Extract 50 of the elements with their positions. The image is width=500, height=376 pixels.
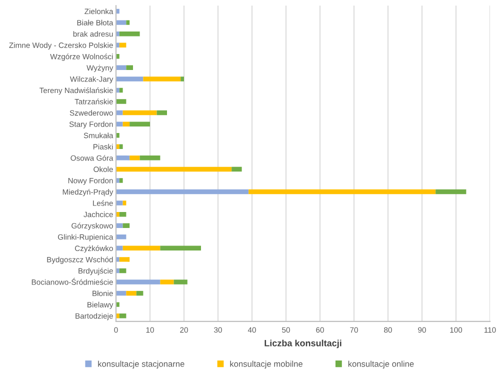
- bar: [119, 144, 123, 150]
- bar: [119, 257, 130, 262]
- bar: [119, 42, 126, 48]
- bar: [119, 31, 140, 36]
- bar: [116, 54, 120, 59]
- bar: [126, 20, 130, 25]
- bar: [248, 189, 436, 194]
- bar: [140, 156, 160, 160]
- bar: [122, 110, 157, 116]
- bar: [116, 200, 123, 206]
- bar: [143, 76, 181, 82]
- bar: [119, 268, 126, 274]
- bar: [116, 223, 123, 228]
- bar: [160, 280, 174, 284]
- bar: [116, 110, 123, 116]
- bar: [116, 302, 120, 307]
- bar: [180, 76, 184, 82]
- bar: [116, 257, 120, 262]
- bar: [130, 156, 140, 160]
- bar: [119, 178, 123, 183]
- bar: [116, 99, 126, 104]
- bar: [116, 76, 144, 82]
- legend-label: konsultacje online: [348, 360, 414, 368]
- x-axis-title: Liczba konsultacji: [264, 340, 342, 348]
- bar: [156, 110, 167, 116]
- bar: [116, 20, 126, 25]
- legend-label: konsultacje stacjonarne: [98, 360, 184, 368]
- bar: [130, 122, 150, 126]
- bar: [174, 280, 188, 284]
- bar: [116, 178, 120, 183]
- bar: [232, 166, 242, 172]
- bar: [122, 223, 130, 228]
- bar: [116, 166, 232, 172]
- bar: [116, 156, 130, 160]
- bar: [122, 200, 126, 206]
- bar: [116, 280, 160, 284]
- legend-label: konsultacje mobilne: [230, 360, 302, 368]
- bar: [160, 246, 201, 251]
- bar: [119, 88, 123, 93]
- bar: [119, 313, 126, 318]
- bar: [126, 65, 133, 70]
- bar: [116, 189, 249, 194]
- bar: [119, 212, 126, 217]
- bar: [116, 122, 123, 126]
- bar: [126, 290, 136, 296]
- bar: [122, 246, 160, 251]
- bar: [122, 122, 130, 126]
- bar: [116, 246, 123, 251]
- bar: [136, 290, 144, 296]
- bar: [436, 189, 466, 194]
